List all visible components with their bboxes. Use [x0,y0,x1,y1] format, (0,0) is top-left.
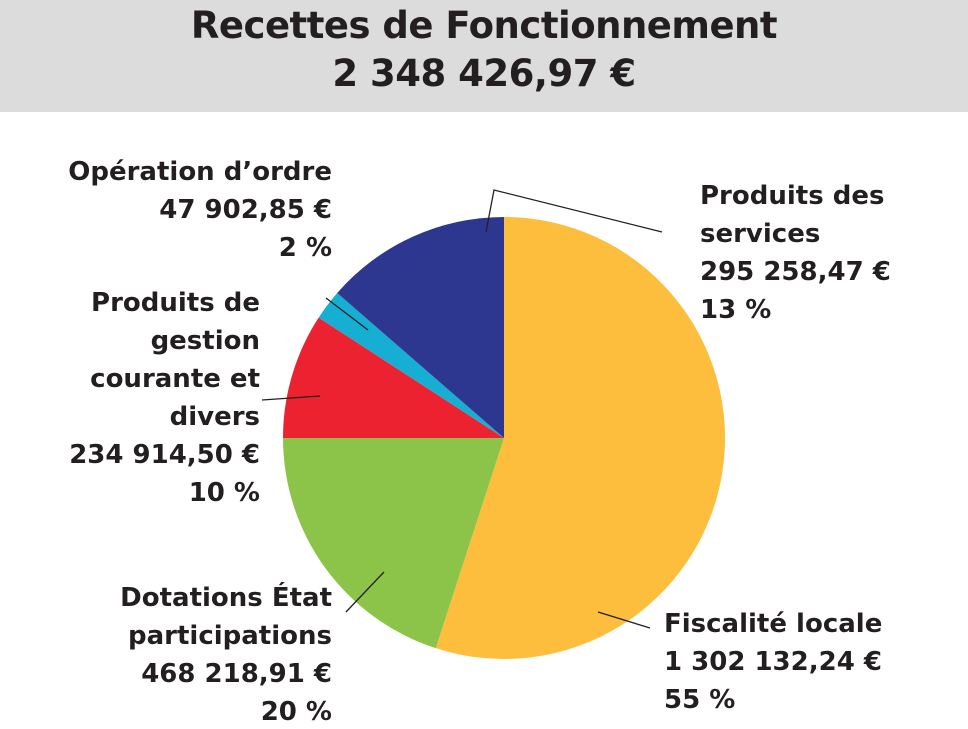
slice-label-services: Produits des services 295 258,47 € 13 % [700,181,891,325]
slice-label-dotations: Dotations État participations 468 218,91 €… [120,581,332,727]
slice-label-line: divers [170,402,260,432]
slice-label-line: Opération d’ordre [68,157,332,187]
slice-label-line: courante et [90,364,260,394]
slice-labels: Fiscalité locale 1 302 132,24 € 55 % Dotati… [68,157,891,727]
pie-slice-ordre [318,293,504,438]
slice-label-line: Produits des [700,181,884,211]
chart-title: Recettes de Fonctionnement [190,4,778,47]
slice-label-line: gestion [151,326,260,356]
slice-label-line: Fiscalité locale [664,609,882,639]
pie-slice-fiscalite [435,217,726,659]
slice-label-line: Produits de [91,288,260,318]
slice-label-line: services [700,219,820,249]
pie-slices [283,217,726,659]
slice-label-line: Dotations État [120,581,332,613]
slice-label-fiscalite: Fiscalité locale 1 302 132,24 € 55 % [664,609,882,715]
leader-line-services [485,189,663,233]
leader-line-dotations [345,571,385,613]
slice-percent: 13 % [700,295,771,325]
slice-amount: 47 902,85 € [159,195,332,225]
slice-percent: 55 % [664,685,735,715]
slice-percent: 10 % [189,478,260,508]
slice-percent: 20 % [261,697,332,727]
leader-line-ordre [325,297,369,331]
slice-amount: 295 258,47 € [700,257,891,287]
leader-line-gestion [261,395,321,401]
pie-slice-gestion [283,317,504,438]
slice-amount: 1 302 132,24 € [664,647,882,677]
slice-amount: 468 218,91 € [141,659,332,689]
chart-total: 2 348 426,97 € [332,52,636,95]
chart-header: Recettes de Fonctionnement 2 348 426,97 … [0,0,968,112]
leader-line-fiscalite [597,611,651,629]
slice-percent: 2 % [279,233,332,263]
pie-slice-dotations [283,438,504,649]
slice-amount: 234 914,50 € [69,440,260,470]
slice-label-ordre: Opération d’ordre 47 902,85 € 2 % [68,157,332,263]
slice-label-line: participations [128,621,332,651]
pie-slice-services [337,217,504,438]
slice-label-gestion: Produits de gestion courante et divers 234 9… [69,288,260,508]
leader-lines [261,189,663,629]
